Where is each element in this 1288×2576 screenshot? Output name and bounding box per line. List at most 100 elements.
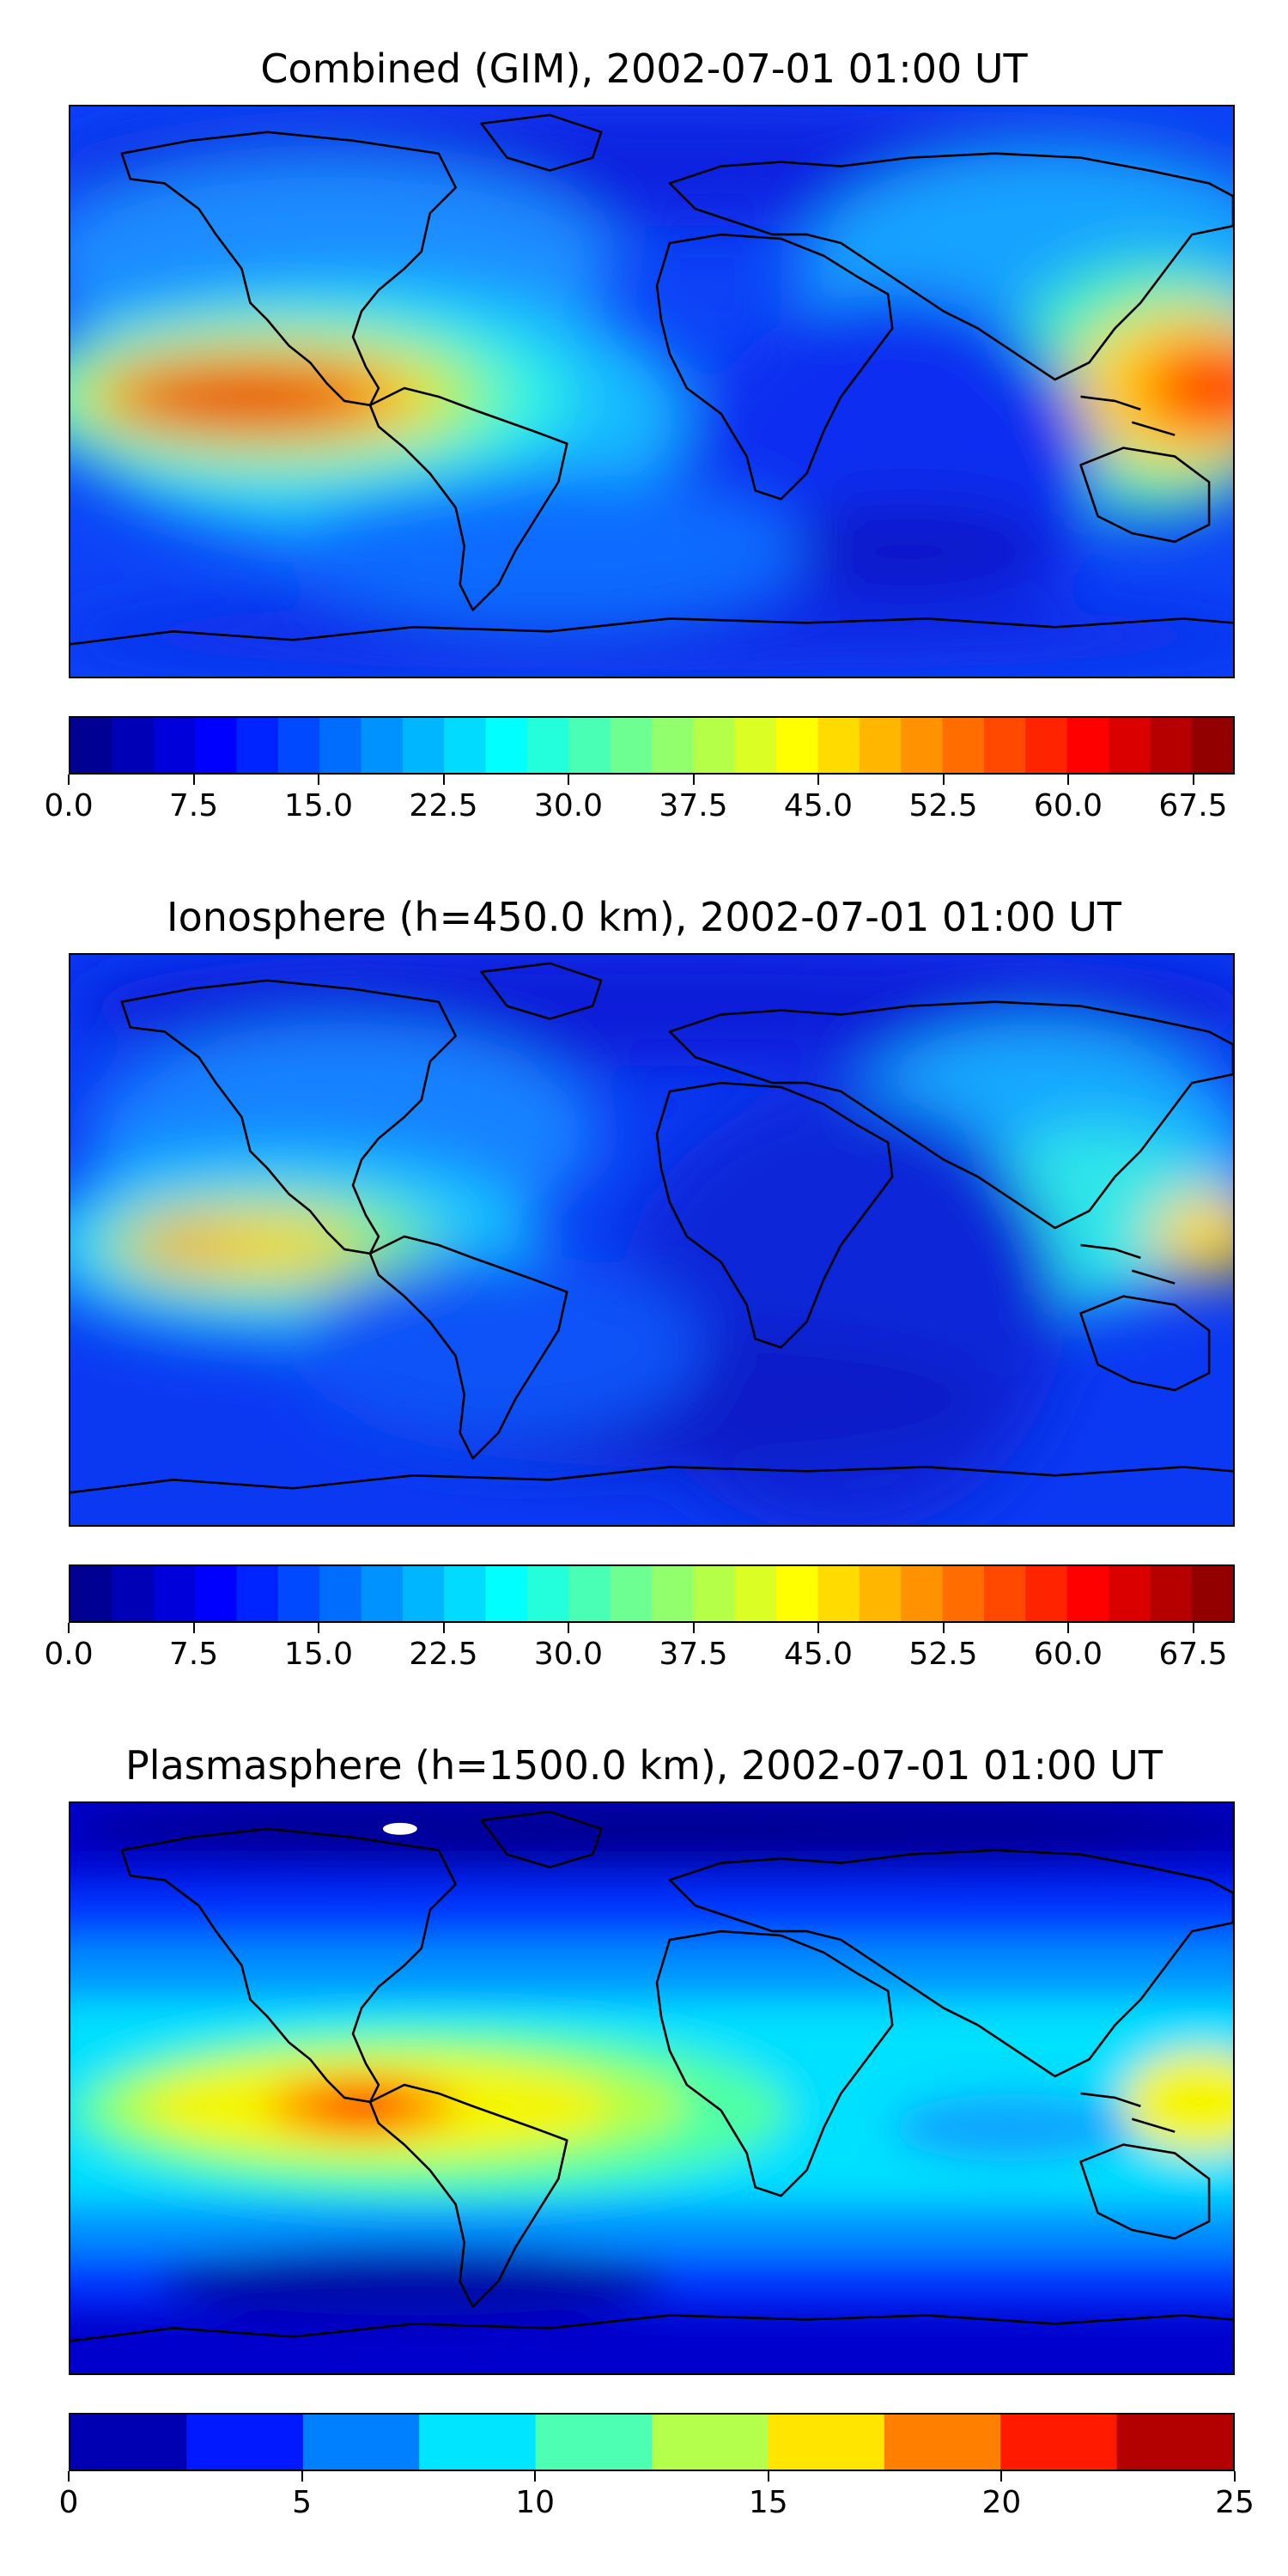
colorbar-level-3 [195,1566,238,1621]
panel-3-map [69,1801,1235,2375]
colorbar-level-26 [1150,718,1193,773]
colorbar-tick-mark [442,1623,445,1633]
colorbar-tick-label: 15.0 [283,1637,354,1672]
colorbar-tick-mark [68,775,70,785]
colorbar-tick-mark [1192,775,1194,785]
colorbar-tick-label: 15 [748,2485,788,2520]
colorbar-level-4 [535,2415,653,2470]
colorbar-level-18 [817,1566,860,1621]
colorbar-level-20 [901,718,944,773]
colorbar-tick-label: 7.5 [168,1637,219,1672]
colorbar-level-15 [693,718,736,773]
colorbar-level-18 [817,718,860,773]
colorbar-level-7 [884,2415,1002,2470]
colorbar-level-17 [776,1566,819,1621]
colorbar-level-24 [1066,1566,1109,1621]
colorbar-level-27 [1191,718,1233,773]
colorbar-level-6 [768,2415,885,2470]
colorbar-tick-label: 52.5 [908,1637,978,1672]
colorbar-tick-mark [1234,2471,1236,2482]
colorbar-tick-label: 22.5 [409,788,478,823]
colorbar-level-1 [112,1566,155,1621]
colorbar-tick-mark [534,2471,537,2482]
colorbar-level-8 [1000,2415,1118,2470]
colorbar-tick-mark [68,1623,70,1633]
colorbar-level-9 [444,718,487,773]
colorbar-tick-mark [568,1623,569,1633]
colorbar-level-5 [277,1566,320,1621]
colorbar-level-10 [485,1566,528,1621]
colorbar-level-19 [859,718,902,773]
colorbar-level-23 [1025,718,1068,773]
colorbar-tick-label: 30.0 [533,788,604,823]
colorbar-tick-label: 52.5 [908,788,978,823]
colorbar-level-0 [70,1566,113,1621]
colorbar-tick-label: 5 [292,2485,313,2520]
colorbar-tick-mark [442,775,445,785]
colorbar-level-17 [776,718,819,773]
colorbar-level-11 [526,1566,570,1621]
colorbar-level-2 [302,2415,421,2470]
colorbar-tick-label: 15.0 [283,788,354,823]
colorbar-level-27 [1191,1566,1233,1621]
colorbar-tick-label: 0.0 [44,788,94,823]
colorbar-level-7 [361,718,404,773]
colorbar-level-16 [734,718,777,773]
colorbar-level-13 [610,1566,653,1621]
colorbar-tick-mark [692,775,695,785]
colorbar-level-24 [1066,718,1109,773]
colorbar-level-8 [402,1566,446,1621]
colorbar-level-6 [319,718,362,773]
colorbar-level-10 [485,718,528,773]
colorbar-tick-mark [817,775,819,785]
colorbar-level-21 [942,718,985,773]
colorbar-tick-mark [68,2471,70,2482]
colorbar-tick-mark [568,775,569,785]
colorbar-tick-mark [942,775,945,785]
colorbar-level-14 [652,1566,695,1621]
colorbar-tick-mark [192,775,195,785]
panel-2-colorbar [69,1564,1235,1623]
colorbar-level-3 [195,718,238,773]
colorbar-tick-mark [1067,1623,1069,1633]
colorbar-tick-mark [318,775,319,785]
colorbar-tick-mark [942,1623,945,1633]
colorbar-level-5 [277,718,320,773]
colorbar-level-13 [610,718,653,773]
colorbar-tick-label: 25 [1215,2485,1255,2520]
colorbar-tick-label: 67.5 [1158,788,1228,823]
colorbar-level-19 [859,1566,902,1621]
colorbar-tick-mark [692,1623,695,1633]
colorbar-level-22 [983,718,1027,773]
colorbar-tick-label: 67.5 [1158,1637,1228,1672]
colorbar-level-3 [419,2415,537,2470]
colorbar-level-8 [402,718,446,773]
colorbar-level-14 [652,718,695,773]
colorbar-tick-label: 0.0 [44,1637,94,1672]
colorbar-tick-mark [301,2471,303,2482]
colorbar-level-6 [319,1566,362,1621]
colorbar-level-9 [1116,2415,1233,2470]
colorbar-tick-label: 10 [515,2485,556,2520]
panel-3-colorbar-ticks: 0 5 10 15 20 25 [59,2471,1255,2523]
panel-2-title: Ionosphere (h=450.0 km), 2002-07-01 01:0… [167,894,1121,940]
panel-1-colorbar-ticks: 0.0 7.5 15.0 22.5 30.0 37.5 45.0 52.5 60.0 67.5 [44,775,1235,826]
colorbar-level-2 [153,1566,196,1621]
colorbar-tick-mark [1000,2471,1003,2482]
colorbar-tick-mark [1192,1623,1194,1633]
colorbar-level-4 [236,1566,279,1621]
colorbar-tick-mark [767,2471,769,2482]
colorbar-tick-label: 37.5 [659,1637,728,1672]
colorbar-level-4 [236,718,279,773]
colorbar-tick-label: 22.5 [409,1637,478,1672]
colorbar-level-23 [1025,1566,1068,1621]
colorbar-level-12 [568,718,611,773]
colorbar-tick-label: 37.5 [659,788,728,823]
colorbar-level-1 [186,2415,304,2470]
colorbar-tick-label: 7.5 [168,788,219,823]
colorbar-level-16 [734,1566,777,1621]
colorbar-level-0 [70,2415,188,2470]
colorbar-tick-label: 45.0 [783,1637,854,1672]
colorbar-level-25 [1108,718,1151,773]
panel-3-title: Plasmasphere (h=1500.0 km), 2002-07-01 0… [125,1742,1163,1789]
